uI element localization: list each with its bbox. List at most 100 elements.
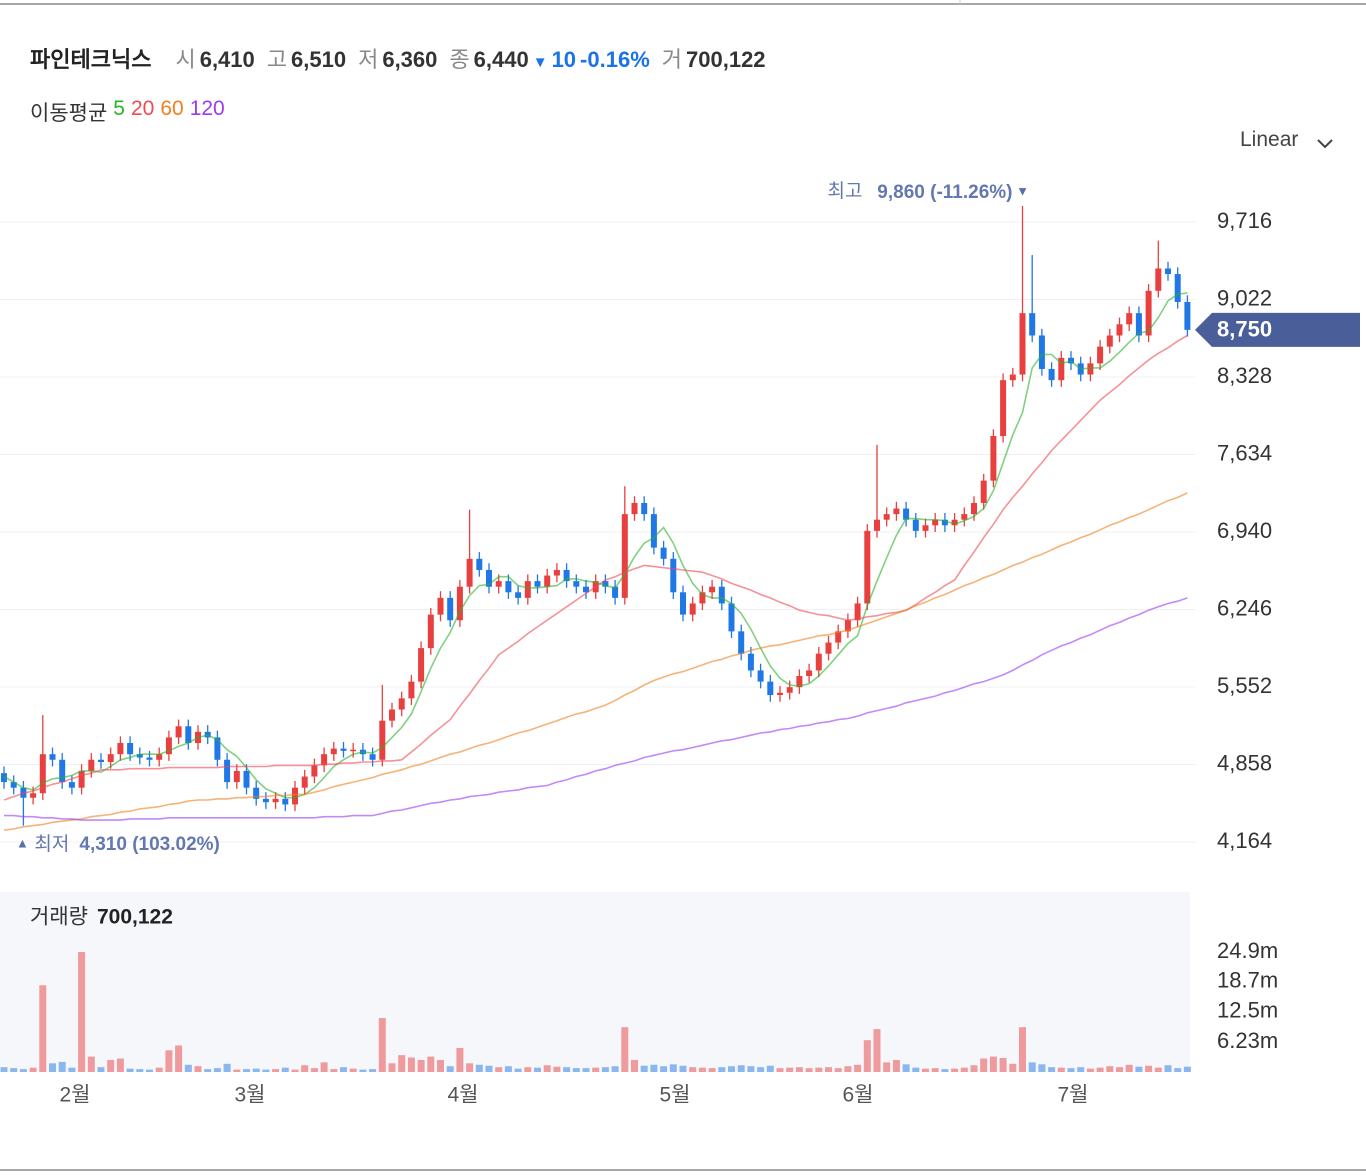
volume-bar [592,1067,600,1072]
candle-body [156,754,163,760]
volume-bar [1145,1065,1153,1072]
volume-bar [349,1068,357,1072]
y-tick-label: 9,022 [1217,285,1272,310]
change: 10 [551,47,577,72]
volume-bar [213,1068,221,1072]
candle-body [835,631,842,643]
candle-body [912,519,919,531]
candle-body [650,514,657,548]
candle-body [1009,374,1016,381]
candle-body [971,502,977,515]
volume-bar [155,1067,163,1072]
volume-bar [912,1067,920,1072]
volume-bar [330,1069,338,1072]
candle-body [796,676,803,688]
candle-body [1087,363,1094,375]
volume-bar [1174,1068,1182,1072]
candle-body [253,787,260,799]
volume-bar [640,1065,648,1072]
value: 6,410 [199,47,255,72]
volume-bar [272,1069,280,1072]
volume-bar [388,1063,396,1072]
volume-bar [1116,1067,1123,1072]
volume-bar [504,1066,512,1072]
volume-bar [175,1045,183,1072]
volume-tick-label: 24.9m [1217,938,1278,963]
candle-body [369,754,376,760]
candle-body [486,569,492,587]
volume-bar [1096,1067,1104,1072]
volume-bar [960,1067,968,1072]
candle-body [990,435,997,481]
candle-body [233,770,240,783]
volume-bar [165,1050,173,1072]
candle-body [456,586,463,621]
volume-tick-label: 12.5m [1217,998,1278,1023]
candle-body [1135,313,1142,336]
candle-body [1116,324,1123,336]
volume-bar [941,1069,949,1072]
candle-body [951,519,958,526]
volume-bar [776,1068,784,1072]
x-tick-label: 4월 [448,1084,479,1107]
candle-body [88,759,95,771]
dropdown-chevron[interactable] [1317,139,1333,149]
candle-body [350,749,357,752]
candle-body [718,586,725,604]
volume-bar [10,1068,18,1072]
ma-legend: 이동평균 5 20 60 120 [30,97,225,127]
volume-bar [262,1069,270,1072]
volume-bar [1164,1065,1172,1072]
volume-bar [1086,1068,1094,1072]
x-tick-label: 7월 [1058,1084,1089,1107]
candle-body [1,773,7,783]
candle-body [874,519,880,531]
volume-bar [39,985,47,1072]
volume-bar [718,1067,726,1072]
candle-body [10,782,17,788]
change-arrow: ▼ [532,54,548,71]
volume-bar [951,1068,959,1072]
candle-body [961,514,968,520]
volume-bar [728,1066,735,1072]
ma-title: 이동평균 [30,102,108,125]
volume-tick-label: 6.23m [1217,1028,1278,1053]
candle-body [49,754,56,760]
volume-bar [553,1066,561,1072]
candle-body [282,798,289,805]
price-tag-label: 8,750 [1217,317,1272,342]
label: 저 [358,47,379,72]
candle-body [553,569,560,576]
volume-bar [1135,1066,1143,1072]
volume-bar [611,1066,619,1072]
candle-body [1126,313,1133,325]
candle-body [612,586,619,598]
candle-body [214,737,221,760]
volume-bar [582,1068,590,1072]
volume-bar [446,1066,454,1072]
legend-entry: 120 [189,97,225,120]
volume-bar [136,1069,144,1072]
candle-body [437,597,444,615]
value: 6,440 [473,47,529,72]
candle-body [272,798,279,803]
candle-body [1184,301,1191,330]
volume-bar [233,1069,241,1072]
candle-body [224,759,231,783]
volume-value: 700,122 [97,906,173,929]
volume-bar [485,1065,493,1072]
candle-body [447,597,454,621]
scale-mode[interactable]: Linear [1240,128,1299,151]
candle-body [573,581,580,587]
ma-line [4,597,1188,821]
candle-body [389,709,395,721]
volume-bar [660,1066,668,1072]
candle-body [844,620,851,632]
volume-bar [194,1066,202,1072]
volume-bar [378,1018,386,1072]
candle-body [39,754,46,794]
volume-bar [369,1069,377,1072]
annotation-label: 최고 [828,180,863,202]
volume-bar [766,1065,774,1072]
